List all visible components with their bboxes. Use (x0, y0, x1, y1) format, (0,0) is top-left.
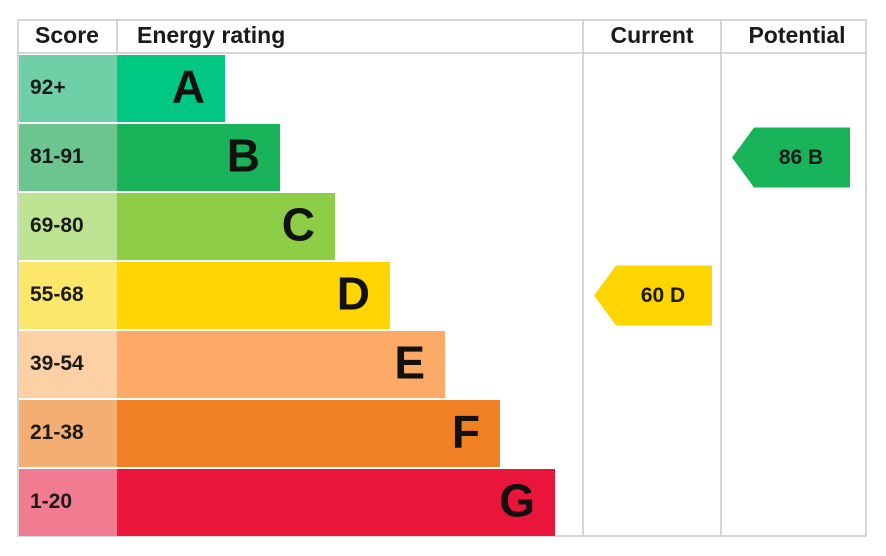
score-cell (19, 124, 117, 191)
rating-arrow-label: 60 D (641, 284, 685, 307)
score-label: 55-68 (30, 283, 84, 306)
rating-bar (117, 262, 390, 329)
rating-bar (117, 400, 500, 467)
score-label: 39-54 (30, 352, 84, 375)
rating-bar (117, 469, 555, 536)
header-rating: Energy rating (137, 22, 285, 48)
rating-arrow (594, 265, 712, 326)
score-label: 21-38 (30, 421, 84, 444)
score-cell (19, 331, 117, 398)
rating-bar (117, 124, 280, 191)
header-current: Current (610, 22, 693, 48)
rating-bar (117, 55, 225, 122)
rating-letter: F (452, 406, 480, 458)
rating-letter: E (394, 337, 425, 389)
header-potential: Potential (748, 22, 845, 48)
rating-arrow-label: 86 B (779, 146, 823, 169)
score-label: 69-80 (30, 214, 84, 237)
rating-letter: A (172, 61, 205, 113)
score-cell (19, 193, 117, 260)
score-label: 81-91 (30, 145, 84, 168)
score-label: 1-20 (30, 490, 72, 513)
rating-letter: C (282, 199, 315, 251)
rating-letter: B (227, 130, 260, 182)
rating-bar (117, 193, 335, 260)
rating-letter: G (499, 475, 535, 527)
rating-arrow (732, 127, 850, 188)
score-cell (19, 55, 117, 122)
score-cell (19, 262, 117, 329)
header-score: Score (35, 22, 99, 48)
score-cell (19, 400, 117, 467)
score-cell (19, 469, 117, 536)
rating-bar (117, 331, 445, 398)
score-label: 92+ (30, 76, 66, 99)
rating-letter: D (337, 268, 370, 320)
